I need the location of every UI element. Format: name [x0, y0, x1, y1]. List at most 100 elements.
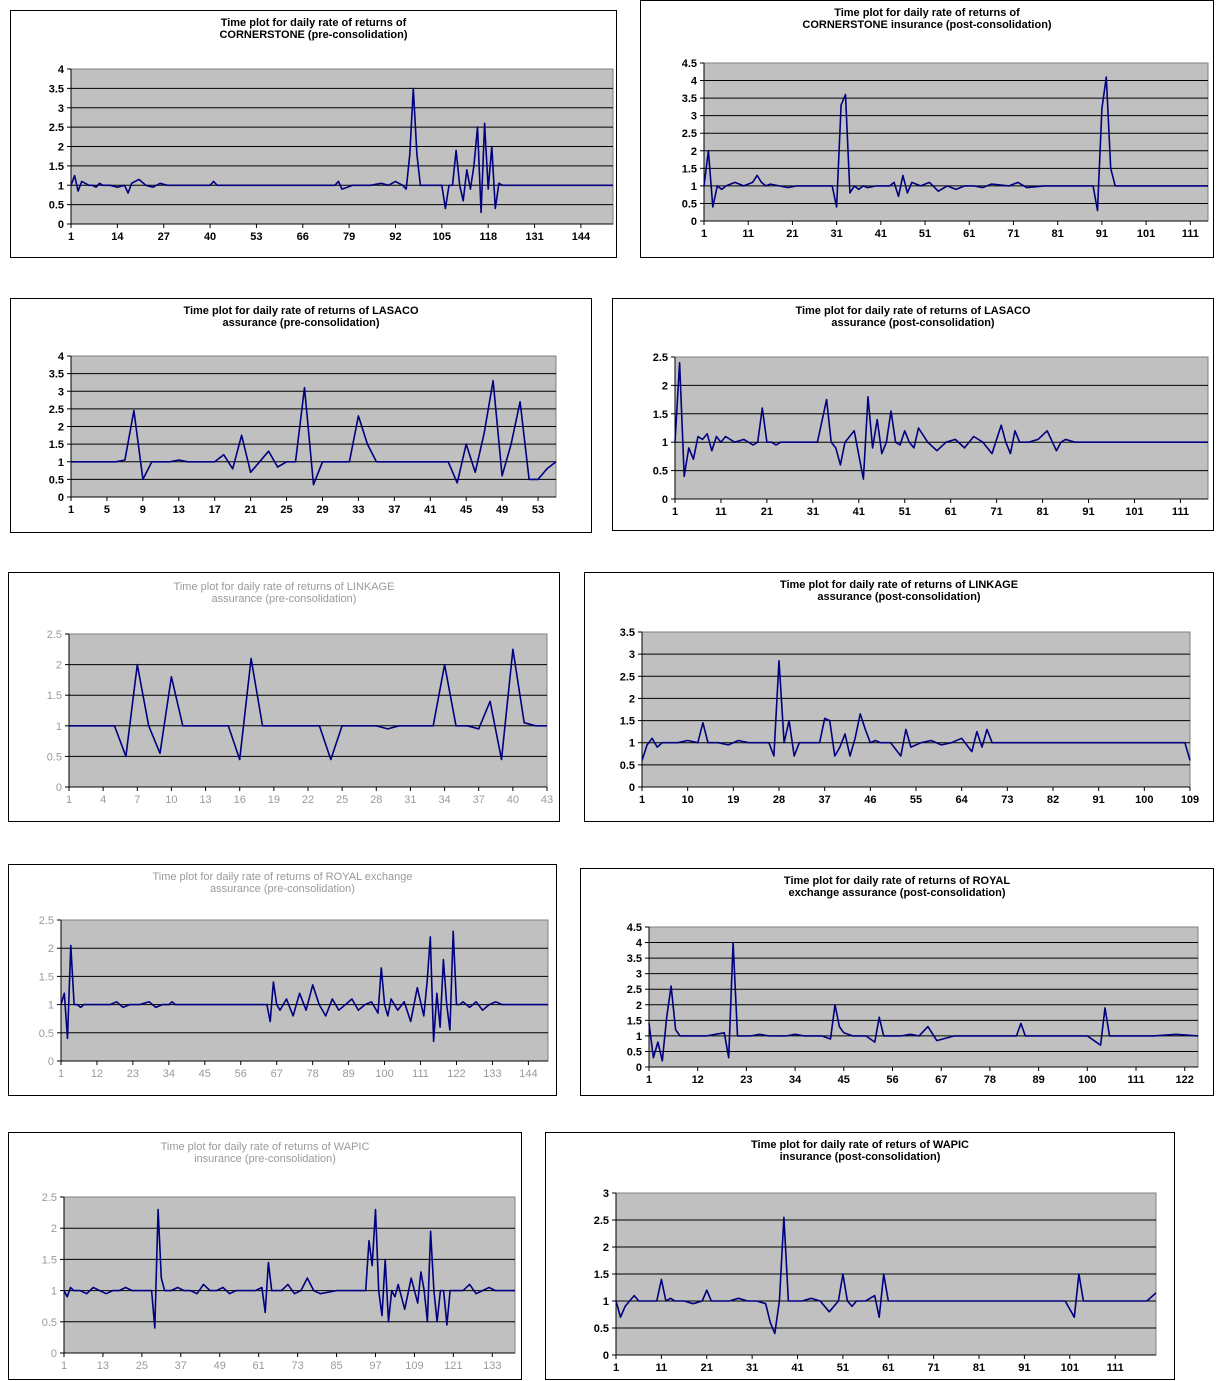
series-line — [641, 660, 1191, 761]
y-tick-label: 0.5 — [49, 200, 64, 212]
x-tick-label: 21 — [245, 504, 257, 516]
x-tick-label: 16 — [234, 794, 246, 806]
chart-title: Time plot for daily rate of returns of L… — [585, 579, 1213, 603]
y-tick-label: 1.5 — [39, 971, 54, 983]
y-tick-label: 2 — [636, 1000, 642, 1012]
x-tick-label: 78 — [984, 1074, 996, 1086]
x-tick-label: 100 — [1135, 794, 1153, 806]
x-tick-label: 64 — [956, 794, 969, 806]
x-tick-label: 79 — [343, 231, 355, 243]
x-tick-label: 100 — [375, 1068, 393, 1080]
y-tick-label: 3 — [636, 969, 642, 981]
line-chart: 0 0.5 1 1.5 2 2.5 1 13 25 37 49 61 73 85 97 109 121 133 — [42, 1192, 516, 1372]
x-tick-label: 1 — [613, 1362, 619, 1374]
x-tick-label: 25 — [280, 504, 292, 516]
chart-title-line-1: Time plot for daily rate of returns of L… — [779, 579, 1019, 591]
y-tick-label: 0 — [629, 782, 635, 794]
x-tick-label: 41 — [424, 504, 436, 516]
x-tick-label: 121 — [444, 1360, 462, 1372]
x-tick-label: 25 — [336, 794, 348, 806]
line-chart: 0 0.5 1 1.5 2 2.5 1 12 23 34 45 56 67 78 89 100 111 122 13… — [39, 915, 549, 1080]
y-tick-label: 2.5 — [653, 352, 668, 364]
y-tick-label: 3 — [691, 111, 697, 123]
x-tick-label: 51 — [837, 1362, 849, 1374]
y-tick-label: 1 — [603, 1296, 609, 1308]
y-tick-label: 0 — [58, 219, 64, 231]
y-tick-label: 0.5 — [49, 474, 64, 486]
x-tick-label: 19 — [727, 794, 739, 806]
x-tick-label: 10 — [165, 794, 177, 806]
y-tick-label: 0 — [691, 216, 697, 228]
chart-title-line-1: Time plot for daily rate of returns of L… — [173, 581, 395, 593]
y-tick-label: 0.5 — [47, 751, 62, 763]
y-tick-label: 3.5 — [49, 83, 64, 95]
x-tick-label: 11 — [656, 1362, 668, 1374]
line-chart: 0 0.5 1 1.5 2 2.5 1 4 7 10 13 16 19 22 25 28 31 34 37 40 43 — [47, 629, 553, 806]
chart-title-line-2: assurance (pre-consolidation) — [222, 317, 380, 329]
x-tick-label: 71 — [991, 506, 1003, 518]
chart-title: Time plot for daily rate of returns of C… — [11, 17, 616, 41]
x-tick-label: 21 — [786, 228, 798, 240]
x-tick-label: 51 — [899, 506, 911, 518]
chart-title: Time plot for daily rate of returns of W… — [9, 1141, 521, 1165]
x-tick-label: 111 — [1107, 1362, 1124, 1374]
chart-panel-lasaco-post: Time plot for daily rate of returns of L… — [612, 298, 1214, 531]
x-tick-label: 81 — [1036, 506, 1048, 518]
y-tick-label: 0 — [58, 492, 64, 504]
y-tick-label: 3.5 — [627, 953, 642, 965]
line-chart: 00.511.522.533.544.51 11 21 31 41 51 61 71 81 91 1… — [682, 58, 1209, 240]
y-tick-label: 1 — [636, 1031, 642, 1043]
y-tick-label: 1 — [691, 181, 697, 193]
chart-panel-cornerstone-post: Time plot for daily rate of returns of C… — [640, 0, 1214, 258]
chart-title-line-2: insurance (post-consolidation) — [779, 1151, 941, 1163]
y-tick-label: 1.5 — [47, 690, 62, 702]
series-line — [69, 648, 547, 761]
y-tick-label: 2.5 — [42, 1192, 57, 1204]
x-tick-label: 12 — [692, 1074, 704, 1086]
plot-area — [674, 356, 1209, 500]
x-tick-label: 73 — [1001, 794, 1013, 806]
y-tick-label: 2.5 — [47, 629, 62, 641]
y-tick-label: 2.5 — [620, 671, 635, 683]
x-tick-label: 29 — [316, 504, 328, 516]
chart-title: Time plot for daily rate of returns of R… — [9, 871, 556, 895]
x-tick-label: 40 — [507, 794, 519, 806]
x-tick-label: 11 — [715, 506, 727, 518]
y-tick-label: 0.5 — [627, 1046, 642, 1058]
chart-panel-linkage-post: Time plot for daily rate of returns of L… — [584, 572, 1214, 822]
y-tick-label: 1.5 — [653, 409, 668, 421]
y-tick-label: 0 — [662, 494, 668, 506]
y-tick-label: 1 — [51, 1286, 57, 1298]
series-line — [703, 76, 1208, 212]
x-tick-label: 61 — [963, 228, 975, 240]
line-chart: 00.511.522.533.541 5 9 13 17 21 25 29 33 37 41 45 49… — [49, 351, 557, 516]
x-tick-label: 131 — [525, 231, 543, 243]
x-tick-label: 85 — [330, 1360, 342, 1372]
plot-area — [648, 926, 1199, 1068]
x-tick-label: 71 — [1007, 228, 1019, 240]
y-tick-label: 1 — [58, 180, 64, 192]
chart-title-line-2: CORNERSTONE insurance (post-consolidatio… — [802, 19, 1052, 31]
x-tick-label: 23 — [127, 1068, 139, 1080]
line-chart: 0 0.5 1 1.5 2 2.5 3 3.5 4 1 14 27 40 53 66 79 92 105 118 13… — [49, 64, 614, 243]
x-tick-label: 101 — [1061, 1362, 1079, 1374]
plot-area — [68, 633, 548, 788]
chart-title-line-2: CORNERSTONE (pre-consolidation) — [219, 29, 408, 41]
x-tick-label: 11 — [742, 228, 754, 240]
y-tick-label: 4 — [58, 64, 65, 76]
y-tick-label: 2 — [629, 693, 635, 705]
plot-area — [703, 62, 1209, 222]
chart-panel-linkage-pre: Time plot for daily rate of returns of L… — [8, 572, 560, 822]
y-tick-label: 3 — [629, 649, 635, 661]
x-tick-label: 19 — [268, 794, 280, 806]
x-tick-label: 21 — [701, 1362, 713, 1374]
y-tick-label: 2.5 — [39, 915, 54, 927]
x-tick-label: 5 — [104, 504, 110, 516]
x-tick-label: 37 — [473, 794, 485, 806]
chart-title: Time plot for daily rate of returns of L… — [613, 305, 1213, 329]
y-tick-label: 1 — [629, 738, 635, 750]
x-tick-label: 122 — [447, 1068, 465, 1080]
chart-title: Time plot for daily rate of returns of C… — [641, 7, 1213, 31]
x-tick-label: 61 — [945, 506, 957, 518]
chart-title-line-1: Time plot for daily rate of returns of — [834, 7, 1020, 19]
